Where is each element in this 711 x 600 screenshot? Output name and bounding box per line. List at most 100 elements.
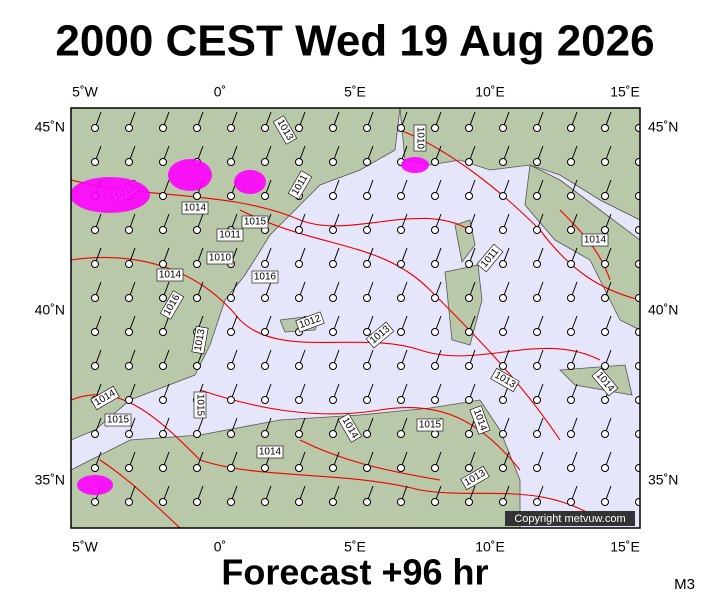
isobar-label-box: [241, 215, 269, 229]
station: [295, 464, 303, 472]
station: [159, 158, 167, 166]
precipitation: [71, 157, 429, 495]
station: [601, 464, 609, 472]
station: [601, 192, 609, 200]
station: [295, 498, 303, 506]
station: [295, 226, 303, 234]
station: [227, 498, 235, 506]
station: [533, 226, 541, 234]
station: [499, 294, 507, 302]
station: [431, 362, 439, 370]
isobar-label-box: [287, 170, 313, 200]
station: [601, 294, 609, 302]
station: [601, 226, 609, 234]
station: [329, 396, 337, 404]
isobar-label-box: [416, 418, 444, 432]
station: [125, 158, 133, 166]
isobar-label: 1014: [256, 445, 284, 459]
lat-label-right: 40˚N: [648, 302, 678, 318]
isobar-label-text: 1015: [194, 394, 205, 417]
station: [363, 362, 371, 370]
station: [159, 396, 167, 404]
isobar-label: 1014: [181, 201, 209, 215]
station: [431, 396, 439, 404]
isobar-label-box: [413, 124, 427, 152]
isobar-label-box: [469, 405, 491, 435]
lon-label-top: 0˚: [214, 84, 226, 100]
station: [91, 464, 99, 472]
station: [431, 294, 439, 302]
lon-label-top: 10˚E: [475, 84, 505, 100]
station: [465, 328, 473, 336]
isobar-label-text: 1010: [209, 253, 232, 264]
forecast-label: Forecast +96 hr: [221, 552, 488, 593]
station: [567, 328, 575, 336]
station: [567, 158, 575, 166]
station: [193, 430, 201, 438]
station: [465, 396, 473, 404]
station: [431, 498, 439, 506]
station: [465, 294, 473, 302]
station: [261, 192, 269, 200]
station: [567, 124, 575, 132]
isobar-label-box: [295, 311, 325, 333]
station: [499, 498, 507, 506]
isobar-label-box: [181, 201, 209, 215]
station: [635, 192, 640, 200]
isobar-label-text: 1014: [259, 447, 282, 458]
isobar-label: 1016: [251, 270, 279, 284]
station: [193, 464, 201, 472]
station: [397, 260, 405, 268]
isobar-label-text: 1010: [414, 127, 425, 150]
isobar-label-text: 1015: [107, 415, 130, 426]
isobar-label: 1015: [416, 418, 444, 432]
station: [499, 430, 507, 438]
station: [635, 396, 640, 404]
station: [567, 498, 575, 506]
station: [601, 498, 609, 506]
isobar-label-box: [216, 228, 244, 242]
station: [329, 226, 337, 234]
station: [465, 124, 473, 132]
station: [635, 464, 640, 472]
station: [193, 260, 201, 268]
isobar-label-box: [90, 385, 120, 411]
station: [91, 362, 99, 370]
lat-label-left: 35˚N: [35, 472, 65, 488]
station: [533, 260, 541, 268]
isobar-label-box: [206, 251, 234, 265]
lat-label-right: 35˚N: [648, 472, 678, 488]
station: [261, 328, 269, 336]
station: [363, 226, 371, 234]
isobar-label-text: 1014: [584, 235, 607, 246]
station: [567, 430, 575, 438]
station: [193, 498, 201, 506]
station: [159, 362, 167, 370]
station: [295, 430, 303, 438]
station: [227, 362, 235, 370]
isobar-label-text: 1014: [159, 270, 182, 281]
station: [431, 464, 439, 472]
station: [227, 396, 235, 404]
station: [499, 396, 507, 404]
labels: 5˚W 5˚W 0˚ 0˚ 5˚E 5˚E 10˚E 10˚E 15˚E 15˚E 45˚N 45˚N…: [35, 84, 679, 555]
station: [363, 158, 371, 166]
station: [601, 124, 609, 132]
station: [159, 192, 167, 200]
station: [397, 464, 405, 472]
station: [261, 294, 269, 302]
station: [261, 362, 269, 370]
model-label: M3: [674, 576, 695, 593]
station: [363, 430, 371, 438]
station: [329, 192, 337, 200]
station: [159, 294, 167, 302]
station: [431, 430, 439, 438]
lon-label-bottom: 15˚E: [610, 539, 640, 555]
station: [431, 192, 439, 200]
lon-label-bottom: 0˚: [214, 539, 226, 555]
station: [193, 124, 201, 132]
station: [567, 362, 575, 370]
isobar-label: 1015: [241, 215, 269, 229]
isobar-label-box: [490, 367, 520, 393]
